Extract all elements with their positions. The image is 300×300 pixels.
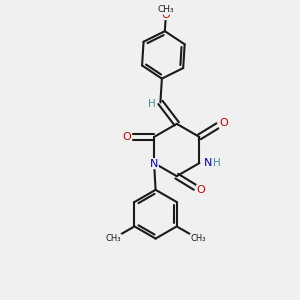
Text: CH₃: CH₃ [190, 234, 206, 243]
Text: O: O [219, 118, 228, 128]
Text: O: O [197, 185, 206, 195]
Text: H: H [148, 99, 155, 109]
Text: N: N [203, 158, 212, 168]
Text: N: N [150, 159, 158, 169]
Text: O: O [161, 10, 170, 20]
Text: H: H [213, 158, 221, 168]
Text: O: O [122, 132, 131, 142]
Text: CH₃: CH₃ [106, 234, 121, 243]
Text: CH₃: CH₃ [158, 5, 175, 14]
